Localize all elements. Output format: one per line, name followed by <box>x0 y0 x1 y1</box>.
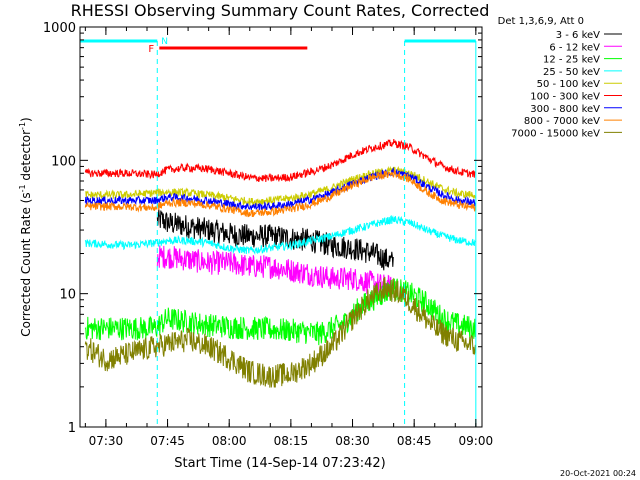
y-axis-label-part: ) <box>19 117 33 122</box>
y-tick-label: 1000 <box>43 21 76 36</box>
y-axis-label: Corrected Count Rate (s-1 detector-1) <box>18 117 33 336</box>
legend-label: 3 - 6 keV <box>556 30 600 41</box>
chart-footer-date: 20-Oct-2021 00:24 <box>560 469 636 478</box>
series-line <box>156 208 394 271</box>
legend-label: 50 - 100 keV <box>537 79 601 90</box>
series-line <box>84 167 476 211</box>
series-line <box>156 245 394 298</box>
plot-frame <box>79 26 483 428</box>
x-tick-label: 07:45 <box>150 434 185 448</box>
y-axis-label-sup: -1 <box>18 122 27 130</box>
night-label: N <box>161 37 168 47</box>
series-line <box>84 278 476 346</box>
series-line <box>84 215 476 255</box>
legend-label: 300 - 800 keV <box>530 104 600 115</box>
plot-area: NF <box>79 37 477 427</box>
x-tick-label: 08:15 <box>274 434 309 448</box>
legend-label: 100 - 300 keV <box>530 92 600 103</box>
x-axis-label: Start Time (14-Sep-14 07:23:42) <box>174 456 385 471</box>
y-axis-label-part: Corrected Count Rate (s <box>19 192 33 336</box>
legend-label: 800 - 7000 keV <box>524 116 600 127</box>
y-tick-label: 10 <box>59 288 76 303</box>
x-tick-label: 08:45 <box>397 434 432 448</box>
y-tick-label: 100 <box>51 154 76 169</box>
series-line <box>84 169 476 218</box>
legend-label: 7000 - 15000 keV <box>511 128 600 139</box>
x-tick-label: 09:00 <box>459 434 494 448</box>
legend-label: 25 - 50 keV <box>543 67 600 78</box>
chart-title: RHESSI Observing Summary Count Rates, Co… <box>71 1 490 20</box>
y-axis-label-sup: -1 <box>18 184 27 192</box>
x-tick-label: 08:00 <box>212 434 247 448</box>
x-tick-label: 08:30 <box>335 434 370 448</box>
flare-label: F <box>148 44 154 55</box>
legend-title: Det 1,3,6,9, Att 0 <box>498 16 584 27</box>
y-axis-label-part: detector <box>19 130 33 185</box>
legend-label: 12 - 25 keV <box>543 55 600 66</box>
axes: 07:30 07:45 08:00 08:15 08:30 08:45 09:00 1 10 10… <box>43 21 493 448</box>
legend-label: 6 - 12 keV <box>549 42 600 53</box>
x-tick-label: 07:30 <box>89 434 124 448</box>
y-tick-label: 1 <box>68 421 76 436</box>
series-line <box>84 276 476 388</box>
series-line <box>84 139 476 183</box>
